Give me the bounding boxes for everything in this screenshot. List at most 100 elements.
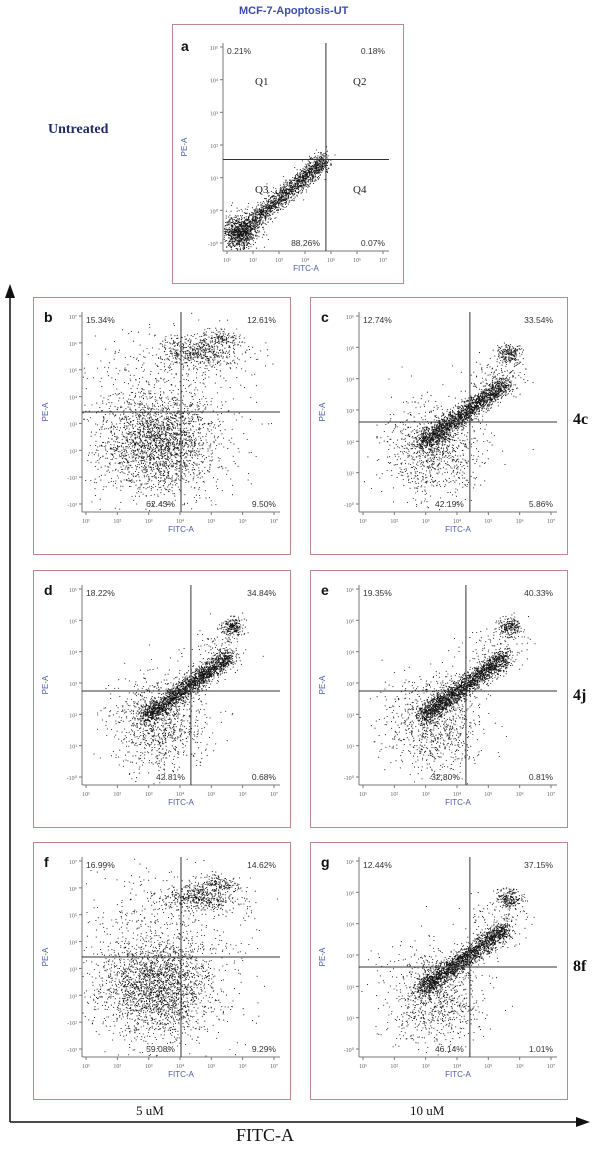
- data-point: [211, 432, 213, 435]
- data-point: [321, 162, 323, 164]
- data-point: [155, 420, 157, 422]
- data-point: [273, 200, 275, 202]
- data-point: [143, 464, 146, 467]
- data-point: [266, 183, 268, 185]
- data-point: [305, 166, 307, 168]
- data-point: [321, 169, 323, 171]
- data-point: [123, 479, 125, 481]
- data-point: [274, 206, 276, 208]
- data-point: [237, 231, 239, 233]
- data-point: [320, 157, 322, 159]
- data-point: [318, 166, 320, 168]
- data-point: [135, 457, 137, 459]
- data-point: [225, 215, 227, 217]
- data-point: [202, 427, 204, 429]
- data-point: [296, 174, 299, 176]
- data-point: [235, 237, 237, 239]
- data-point: [309, 178, 312, 180]
- data-point: [141, 402, 143, 404]
- data-point: [259, 208, 261, 210]
- data-point: [172, 441, 174, 443]
- data-point: [282, 199, 284, 201]
- data-point: [262, 233, 264, 236]
- data-point: [291, 199, 293, 201]
- data-point: [292, 188, 294, 191]
- data-point: [256, 238, 258, 240]
- data-point: [140, 422, 142, 425]
- data-point: [144, 450, 146, 452]
- data-point: [244, 223, 247, 226]
- data-point: [274, 193, 276, 195]
- data-point: [278, 194, 280, 196]
- data-point: [145, 444, 147, 446]
- data-point: [306, 171, 308, 174]
- data-point: [289, 189, 291, 191]
- data-point: [290, 182, 292, 184]
- data-point: [311, 177, 313, 179]
- data-point: [307, 176, 309, 178]
- data-point: [189, 455, 191, 457]
- data-point: [259, 219, 261, 221]
- data-point: [181, 431, 183, 433]
- data-point: [285, 202, 287, 204]
- data-point: [258, 221, 260, 223]
- data-point: [238, 229, 240, 231]
- data-point: [129, 423, 131, 425]
- data-point: [248, 238, 250, 240]
- data-point: [269, 208, 271, 210]
- data-point: [291, 179, 293, 181]
- data-point: [261, 202, 263, 204]
- data-point: [255, 211, 257, 214]
- data-point: [239, 245, 241, 247]
- data-point: [163, 463, 165, 465]
- data-point: [306, 174, 309, 176]
- data-point: [260, 213, 262, 215]
- data-point: [176, 440, 179, 442]
- data-point: [292, 179, 294, 181]
- data-point: [256, 225, 259, 227]
- data-point: [317, 167, 319, 169]
- data-point: [138, 414, 140, 416]
- data-point: [183, 378, 185, 380]
- data-point: [241, 227, 243, 229]
- data-point: [224, 234, 226, 236]
- data-point: [151, 468, 153, 470]
- data-point: [147, 455, 149, 457]
- data-point: [199, 497, 201, 499]
- data-point: [280, 187, 282, 189]
- data-point: [183, 403, 185, 405]
- data-point: [120, 446, 122, 448]
- data-point: [205, 435, 207, 437]
- data-point: [277, 209, 279, 211]
- data-point: [256, 230, 259, 232]
- data-point: [169, 435, 171, 437]
- data-point: [232, 221, 234, 223]
- data-point: [157, 445, 159, 447]
- data-point: [308, 160, 310, 163]
- data-point: [282, 196, 284, 199]
- data-point: [106, 371, 109, 373]
- data-point: [167, 416, 169, 418]
- data-point: [295, 175, 297, 177]
- data-point: [298, 185, 300, 187]
- data-point: [252, 240, 254, 242]
- data-point: [294, 179, 296, 181]
- data-point: [258, 227, 260, 229]
- data-point: [134, 405, 136, 407]
- data-point: [118, 446, 121, 448]
- data-point: [264, 215, 267, 217]
- data-point: [123, 461, 125, 463]
- data-point: [188, 462, 190, 465]
- data-point: [167, 456, 169, 458]
- data-point: [289, 184, 291, 187]
- data-point: [323, 152, 325, 155]
- data-point: [237, 215, 239, 217]
- data-point: [148, 412, 150, 414]
- data-point: [287, 196, 290, 198]
- data-point: [175, 355, 177, 357]
- data-point: [242, 220, 244, 223]
- data-point: [173, 438, 175, 440]
- data-point: [116, 439, 118, 441]
- data-point: [226, 240, 228, 242]
- data-point: [238, 241, 240, 243]
